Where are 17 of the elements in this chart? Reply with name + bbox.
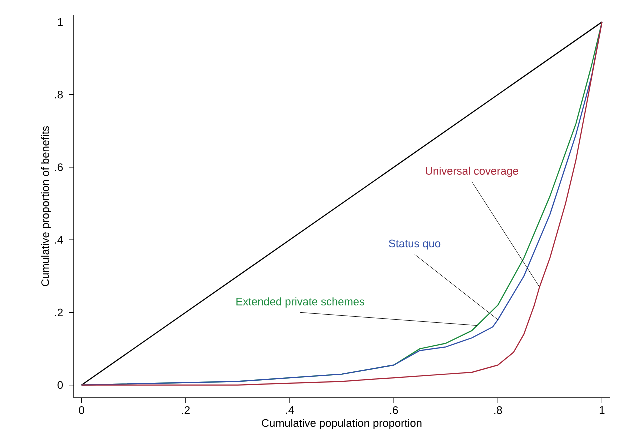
text: Extended private schemes xyxy=(236,298,365,308)
text: Universal coverage xyxy=(426,166,518,178)
x-tick-label: 0 xyxy=(79,406,84,414)
y-axis-title: Cumulative proportion of benefits xyxy=(41,126,52,286)
x-tick-label: .8 xyxy=(494,406,502,414)
x-tick-label: 1 xyxy=(600,406,605,414)
y-tick-label: .4 xyxy=(55,236,64,244)
text: Status quo xyxy=(389,240,441,250)
x-axis-title: Cumulative population proportion xyxy=(262,419,422,430)
x-tick-label: .6 xyxy=(390,406,398,414)
y-tick-label: 0 xyxy=(58,381,64,390)
x-tick-label: .4 xyxy=(286,406,294,414)
y-tick-label: .8 xyxy=(55,90,64,99)
y-tick-label: .6 xyxy=(55,164,64,172)
y-tick-label: .2 xyxy=(55,308,63,316)
x-tick-label: .2 xyxy=(182,406,190,414)
y-tick-label: 1 xyxy=(58,18,63,26)
